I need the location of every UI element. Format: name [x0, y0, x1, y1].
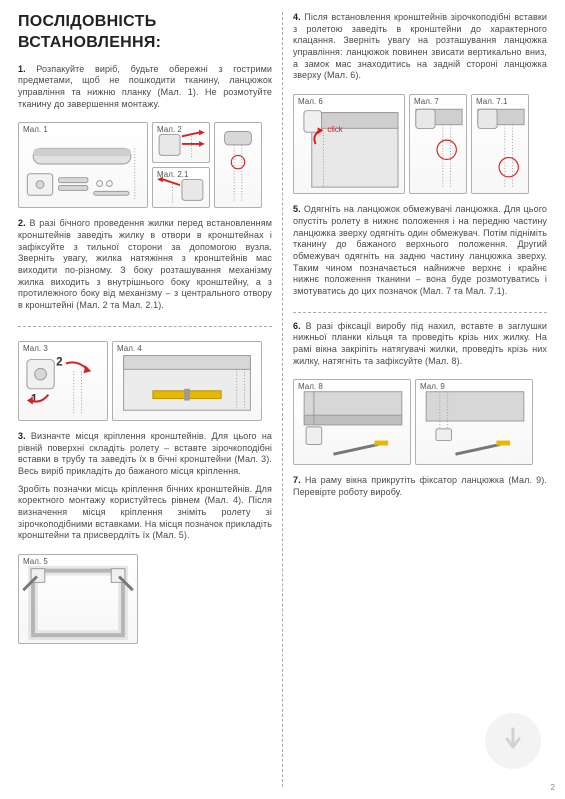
step-6-text: В разі фіксації виробу під нахил, вставт…: [293, 321, 547, 366]
step-5-num: 5.: [293, 204, 301, 214]
col-right: 4. Після встановлення кронштейнів зірочк…: [283, 12, 547, 787]
divider-right-1: [293, 312, 547, 313]
fig-6: Мал. 6 click: [293, 94, 405, 194]
fig-6-label: Мал. 6: [298, 97, 323, 107]
step-1-text: Розпакуйте виріб, будьте обережні з гост…: [18, 64, 272, 109]
figs-5: Мал. 5: [18, 554, 272, 644]
page-number: 2: [551, 783, 555, 793]
fig-8-svg: [294, 380, 410, 464]
fig-7: Мал. 7: [409, 94, 467, 194]
fig-7-svg: [410, 95, 466, 193]
page-title: ПОСЛІДОВНІСТЬ ВСТАНОВЛЕННЯ:: [18, 12, 272, 54]
fig-2-1: Мал. 2.1: [152, 167, 210, 208]
step-1-num: 1.: [18, 64, 26, 74]
fig-9: Мал. 9: [415, 379, 533, 465]
step-2: 2. В разі бічного проведення жилки перед…: [18, 218, 272, 312]
fig-1-label: Мал. 1: [23, 125, 48, 135]
fig-5: Мал. 5: [18, 554, 138, 644]
fig-3: Мал. 3 1 2: [18, 341, 108, 421]
step-3-text: Визначте місця кріплення кронштейнів. Дл…: [18, 431, 272, 476]
fig-7-1-svg: [472, 95, 528, 193]
fig-6-svg: click: [294, 95, 404, 193]
step-5: 5. Одягніть на ланцюжок обмежувачі ланцю…: [293, 204, 547, 298]
step-6: 6. В разі фіксації виробу під нахил, вст…: [293, 321, 547, 368]
fig-4-label: Мал. 4: [117, 344, 142, 354]
step-6-num: 6.: [293, 321, 301, 331]
fig-8: Мал. 8: [293, 379, 411, 465]
fig-2-chain: [214, 122, 262, 208]
figs-6-7: Мал. 6 click Мал. 7: [293, 94, 547, 194]
divider-left-1: [18, 326, 272, 327]
step-2-num: 2.: [18, 218, 26, 228]
fig-2-label: Мал. 2: [157, 125, 182, 135]
fig-2-chain-svg: [215, 123, 261, 207]
figs-8-9: Мал. 8 Мал. 9: [293, 379, 547, 465]
step-4: 4. Після встановлення кронштейнів зірочк…: [293, 12, 547, 82]
fig-9-label: Мал. 9: [420, 382, 445, 392]
fig-8-label: Мал. 8: [298, 382, 323, 392]
step-3: 3. Визначте місця кріплення кронштейнів.…: [18, 431, 272, 478]
fig-2-1-label: Мал. 2.1: [157, 170, 188, 180]
figs-1-2: Мал. 1 Мал. 2: [18, 122, 272, 208]
col-left: ПОСЛІДОВНІСТЬ ВСТАНОВЛЕННЯ: 1. Розпакуйт…: [18, 12, 283, 787]
step-5-text: Одягніть на ланцюжок обмежувачі ланцюжка…: [293, 204, 547, 296]
watermark-icon: [485, 713, 541, 769]
svg-text:2: 2: [56, 355, 63, 368]
step-1: 1. Розпакуйте виріб, будьте обережні з г…: [18, 64, 272, 111]
step-7: 7. На раму вікна прикрутіть фіксатор лан…: [293, 475, 547, 498]
fig-5-svg: [19, 555, 137, 643]
fig-1: Мал. 1: [18, 122, 148, 208]
step-4-num: 4.: [293, 12, 301, 22]
figs-3-4: Мал. 3 1 2 Мал. 4: [18, 341, 272, 421]
fig-9-svg: [416, 380, 532, 464]
fig-7-1-label: Мал. 7.1: [476, 97, 507, 107]
page: ПОСЛІДОВНІСТЬ ВСТАНОВЛЕННЯ: 1. Розпакуйт…: [0, 0, 565, 799]
step-2-text: В разі бічного проведення жилки перед вс…: [18, 218, 272, 310]
fig-1-svg: [19, 123, 147, 207]
step-3-num: 3.: [18, 431, 26, 441]
fig-7-1: Мал. 7.1: [471, 94, 529, 194]
fig-2: Мал. 2: [152, 122, 210, 163]
fig-7-label: Мал. 7: [414, 97, 439, 107]
step-4-text: Після встановлення кронштейнів зірочкопо…: [293, 12, 547, 80]
fig-4: Мал. 4: [112, 341, 262, 421]
fig-3-label: Мал. 3: [23, 344, 48, 354]
fig-5-label: Мал. 5: [23, 557, 48, 567]
step-7-text: На раму вікна прикрутіть фіксатор ланцюж…: [293, 475, 547, 497]
click-label: click: [327, 125, 342, 134]
step-7-num: 7.: [293, 475, 301, 485]
step-3b: Зробіть позначки місць кріплення бічних …: [18, 484, 272, 542]
